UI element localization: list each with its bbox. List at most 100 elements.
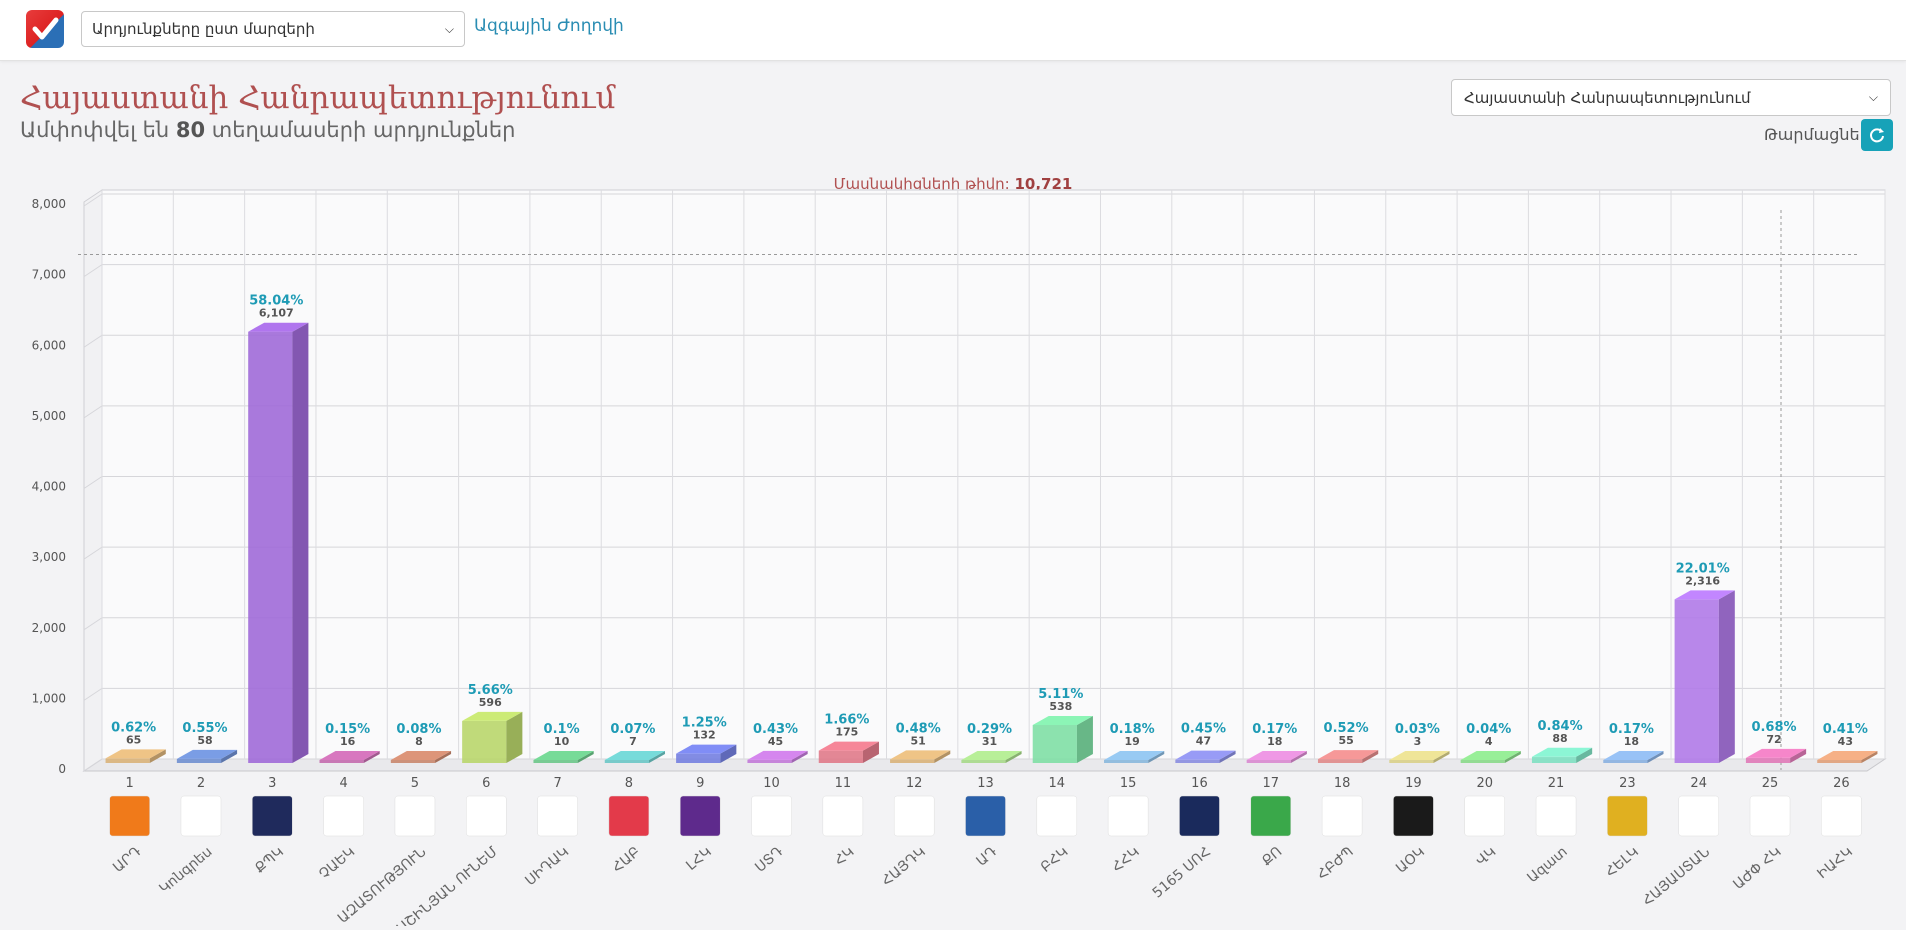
page-subtitle: Ամփոփվել են 80 տեղամասերի արդյունքներ: [20, 118, 515, 142]
refresh-button[interactable]: [1861, 119, 1893, 151]
chevron-down-icon: ⌵: [444, 21, 454, 36]
bar-side: [720, 744, 737, 763]
bar-front: [961, 760, 1006, 763]
bar-front: [1674, 599, 1719, 763]
bar-side: [1219, 750, 1236, 763]
party-logo-icon: [822, 795, 864, 837]
bar-value-label: 43: [1838, 735, 1853, 748]
bar-value-label: 31: [982, 735, 997, 748]
bar-value-label: 65: [126, 733, 141, 746]
bar-front: [176, 758, 222, 763]
region-select[interactable]: Հայաստանի Հանրապետությունում ⌵: [1451, 79, 1891, 116]
bar-side: [292, 322, 309, 763]
gridline-y-side: [83, 334, 103, 348]
bar-side: [1433, 751, 1450, 763]
party-name-label: ՀԱՅԴԿ: [879, 844, 929, 890]
bar-value-label: 4: [1485, 735, 1493, 748]
results-view-select[interactable]: Արդյունքները ըստ մարզերի ⌵: [81, 11, 465, 47]
x-category-label: 10: [763, 776, 780, 791]
party-logo-icon: [180, 795, 222, 837]
x-category-label: 1: [126, 776, 134, 791]
y-tick-label: 6,000: [32, 338, 66, 352]
refresh-icon: [1870, 128, 1884, 143]
x-category-label: 5: [411, 776, 419, 791]
bar-front: [1175, 759, 1220, 763]
bar-top: [890, 750, 951, 760]
bar-percent-label: 0.84%: [1538, 719, 1583, 734]
bar-percent-label: 0.29%: [967, 722, 1012, 737]
bar-percent-label: 0.41%: [1823, 722, 1868, 737]
bar-front: [890, 759, 935, 763]
bar-front: [676, 753, 721, 763]
region-select-value: Հայաստանի Հանրապետությունում: [1464, 88, 1751, 107]
bar-side: [791, 750, 808, 763]
bar-percent-label: 0.15%: [325, 722, 370, 737]
party-name-label: ՉԱԵԿ: [316, 844, 358, 883]
bar-side: [934, 750, 951, 763]
bar-top: [1104, 751, 1165, 760]
bar-percent-label: 0.17%: [1609, 722, 1654, 737]
bar-side: [649, 751, 666, 763]
bar-top: [1246, 751, 1307, 760]
bar-percent-label: 58.04%: [249, 294, 303, 309]
bar-percent-label: 0.07%: [610, 722, 655, 737]
logo-checkmark-icon[interactable]: [26, 10, 64, 48]
gridline-y-side: [83, 687, 103, 701]
party-logo-icon: [608, 795, 650, 837]
bar-top: [1032, 716, 1093, 726]
bar-top: [676, 744, 737, 754]
bar-value-label: 18: [1624, 735, 1639, 748]
bar-front: [1246, 760, 1291, 763]
bar-side: [506, 711, 523, 763]
party-logo-icon: [1607, 795, 1648, 837]
bar-value-label: 16: [340, 735, 356, 748]
bar-value-label: 58: [197, 734, 212, 747]
bar-side: [1148, 751, 1165, 763]
party-logo-icon: [394, 795, 436, 837]
bar-top: [1175, 750, 1236, 760]
bar-percent-label: 0.43%: [753, 722, 798, 737]
bar-value-label: 18: [1267, 735, 1282, 748]
bar-top: [1317, 750, 1379, 760]
party-name-label: ԼՀԿ: [683, 844, 715, 874]
party-logo-icon: [893, 795, 935, 837]
bar-percent-label: 0.55%: [182, 721, 227, 736]
x-category-label: 24: [1690, 776, 1707, 791]
bar-front: [248, 331, 293, 763]
bar-front: [1317, 759, 1363, 763]
bar-value-label: 10: [554, 735, 570, 748]
party-name-label: ԱԴ: [973, 844, 1000, 870]
x-category-label: 25: [1762, 776, 1779, 791]
bar-front: [1460, 760, 1505, 763]
party-logo-icon: [1321, 795, 1363, 837]
bar-top: [533, 751, 594, 760]
y-tick-label: 0: [58, 762, 66, 776]
national-assembly-link[interactable]: Ազգային Ժողովի: [474, 16, 624, 36]
party-name-label: ՎԿ: [1473, 844, 1499, 870]
bar-percent-label: 0.17%: [1252, 722, 1297, 737]
x-category-label: 3: [268, 776, 276, 791]
bar-top: [105, 749, 166, 759]
party-name-label: 5165 ՍՈՀ: [1150, 844, 1214, 902]
bar-front: [1817, 759, 1862, 763]
bar-value-label: 51: [911, 734, 926, 747]
bar-percent-label: 1.25%: [682, 716, 727, 731]
bar-top: [176, 749, 238, 759]
bar-top: [818, 741, 879, 751]
gridline-y-side: [83, 546, 103, 560]
x-category-label: 23: [1619, 776, 1636, 791]
gridline-y-side: [83, 476, 103, 489]
bar-top: [604, 751, 666, 760]
y-tick-label: 2,000: [32, 621, 66, 635]
bar-side: [1647, 751, 1664, 763]
bar-front: [818, 750, 863, 763]
bar-top: [961, 751, 1022, 760]
party-logo-icon: [252, 795, 293, 837]
bar-value-label: 538: [1049, 700, 1072, 713]
bar-side: [577, 751, 594, 763]
party-logo-icon: [1464, 795, 1505, 837]
bar-side: [221, 749, 238, 763]
bar-side: [1790, 748, 1807, 763]
bar-side: [1504, 751, 1521, 763]
precinct-count: 80: [175, 118, 206, 142]
